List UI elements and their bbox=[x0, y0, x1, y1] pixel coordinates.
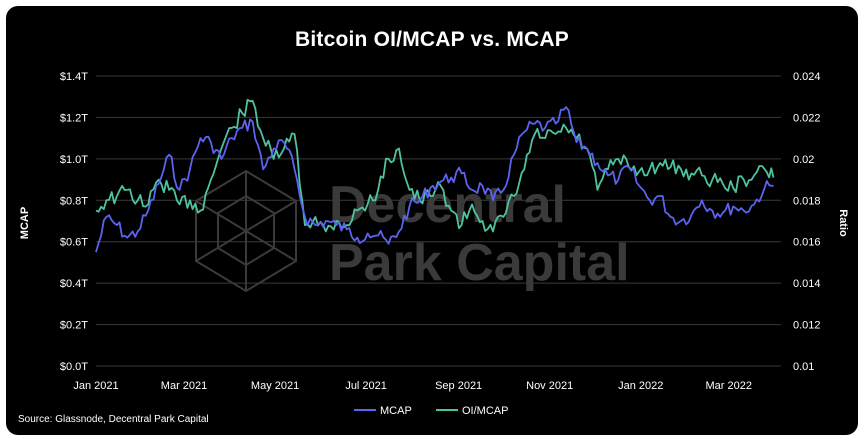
y-right-tick-label: 0.022 bbox=[793, 112, 821, 124]
y-right-axis-title: Ratio bbox=[837, 209, 849, 237]
legend: MCAP OI/MCAP bbox=[354, 405, 508, 417]
legend-label-mcap: MCAP bbox=[380, 405, 412, 417]
y-right-tick-label: 0.016 bbox=[793, 237, 821, 249]
legend-label-oimcap: OI/MCAP bbox=[462, 405, 508, 417]
y-right-axis: 0.01 0.012 0.014 0.016 0.018 0.02 0.022 0.024 bbox=[793, 71, 821, 373]
chart-area: Decentral Park Capital $0.0T$0.2T$0.4T$0… bbox=[19, 71, 849, 417]
y-left-tick-label: $1.2T bbox=[60, 112, 88, 124]
x-tick-label: Mar 2021 bbox=[161, 380, 207, 392]
y-right-tick-label: 0.02 bbox=[793, 154, 814, 166]
x-tick-label: Nov 2021 bbox=[526, 380, 573, 392]
x-axis: Jan 2021 Mar 2021 May 2021 Jul 2021 Sep 2021… bbox=[73, 380, 752, 392]
y-left-axis-title: MCAP bbox=[19, 207, 31, 239]
y-left-axis: $0.0T $0.2T $0.4T $0.6T $0.8T $1.0T $1.2T $1.4T bbox=[60, 71, 88, 373]
x-tick-label: Jan 2021 bbox=[73, 380, 118, 392]
y-left-tick-label: $1.0T bbox=[60, 154, 88, 166]
chart-card: Bitcoin OI/MCAP vs. MCAP Decentral Park … bbox=[6, 6, 858, 435]
y-right-tick-label: 0.012 bbox=[793, 320, 821, 332]
x-tick-label: Jul 2021 bbox=[345, 380, 387, 392]
y-left-tick-label: $0.8T bbox=[60, 195, 88, 207]
x-tick-label: May 2021 bbox=[251, 380, 299, 392]
y-left-tick-label: $0.2T bbox=[60, 320, 88, 332]
series-line-mcap bbox=[95, 106, 774, 253]
watermark: Decentral Park Capital bbox=[195, 169, 630, 293]
y-left-tick-label: $0.0T bbox=[60, 361, 88, 373]
grid-lines bbox=[96, 75, 781, 367]
y-right-tick-label: 0.018 bbox=[793, 195, 821, 207]
legend-item-oimcap: OI/MCAP bbox=[436, 405, 508, 417]
watermark-line2: Park Capital bbox=[329, 234, 630, 292]
y-right-tick-label: 0.01 bbox=[793, 361, 814, 373]
watermark-logo bbox=[195, 169, 297, 293]
y-left-tick-label: $0.6T bbox=[60, 237, 88, 249]
y-left-tick-label: $1.4T bbox=[60, 71, 88, 83]
y-right-tick-label: 0.014 bbox=[793, 278, 821, 290]
x-tick-label: Sep 2021 bbox=[435, 380, 482, 392]
y-left-tick-label: $0.4T bbox=[60, 278, 88, 290]
x-tick-label: Jan 2022 bbox=[618, 380, 663, 392]
legend-item-mcap: MCAP bbox=[354, 405, 412, 417]
x-tick-label: Mar 2022 bbox=[706, 380, 752, 392]
source-note: Source: Glassnode, Decentral Park Capita… bbox=[18, 414, 209, 425]
chart-title: Bitcoin OI/MCAP vs. MCAP bbox=[295, 28, 569, 51]
y-right-tick-label: 0.024 bbox=[793, 71, 821, 83]
